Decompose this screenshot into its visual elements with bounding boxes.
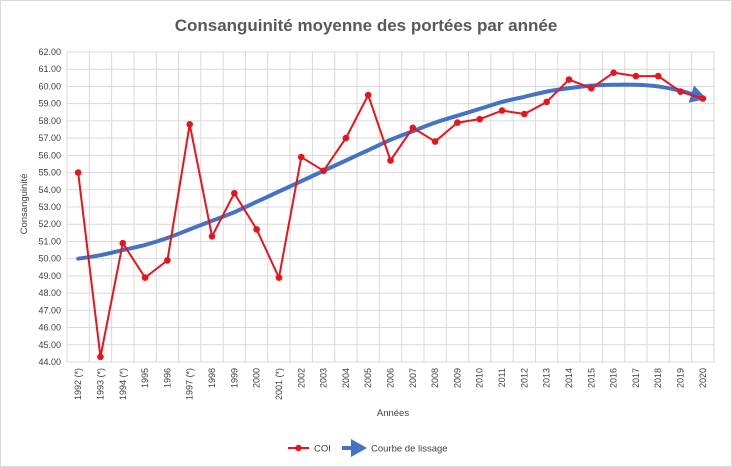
x-tick-label: 2020 <box>698 368 708 388</box>
coi-data-point <box>74 169 82 176</box>
x-axis-label: Années <box>377 408 409 419</box>
coi-data-point <box>164 257 171 264</box>
y-tick-label: 46.00 <box>38 323 61 333</box>
coi-data-point <box>654 72 662 80</box>
x-tick-label: 2006 <box>386 368 396 388</box>
y-tick-label: 48.00 <box>38 288 61 298</box>
coi-data-point <box>677 88 684 95</box>
coi-data-point <box>342 134 350 142</box>
coi-data-point <box>297 153 305 161</box>
x-tick-label: 1998 <box>207 368 217 388</box>
coi-data-point <box>320 167 327 175</box>
coi-data-point <box>231 189 238 197</box>
y-tick-label: 57.00 <box>38 133 61 143</box>
x-tick-label: 2019 <box>676 368 686 388</box>
coi-data-point <box>431 138 439 145</box>
y-tick-label: 47.00 <box>38 305 61 315</box>
y-tick-label: 45.00 <box>38 340 61 350</box>
x-tick-label: 1996 <box>162 368 172 388</box>
legend-coi-label: COI <box>314 444 331 455</box>
coi-data-point <box>119 239 127 247</box>
y-tick-label: 56.00 <box>38 150 61 160</box>
coi-data-point <box>632 72 640 80</box>
coi-data-point <box>610 69 617 76</box>
x-tick-label: 2015 <box>586 368 596 388</box>
x-tick-label: 2003 <box>319 368 329 388</box>
coi-data-point <box>521 110 528 118</box>
x-tick-label: 2011 <box>497 368 507 387</box>
y-tick-label: 60.00 <box>38 81 61 91</box>
x-tick-label: 2004 <box>341 368 351 388</box>
legend-coi-marker-icon <box>295 444 302 452</box>
x-tick-label: 1993 (*) <box>95 368 105 400</box>
x-tick-label: 2016 <box>609 368 619 388</box>
x-axis-ticks: 1992 (*) 1993 (*) 1994 (*) 1995 1996 1997 (*)… <box>73 368 708 400</box>
y-tick-label: 58.00 <box>38 116 61 126</box>
x-tick-label: 2009 <box>452 368 462 388</box>
y-tick-label: 55.00 <box>38 168 61 178</box>
coi-data-point <box>97 353 104 361</box>
y-tick-label: 49.00 <box>38 271 61 281</box>
legend-item-smoothing: Courbe de lissage <box>342 439 448 457</box>
x-tick-label: 2014 <box>564 368 574 388</box>
x-tick-label: 2012 <box>519 368 529 388</box>
legend: COI Courbe de lissage <box>288 439 448 457</box>
x-tick-label: 2002 <box>296 368 306 388</box>
x-tick-label: 2005 <box>363 368 373 388</box>
coi-data-point <box>454 119 461 126</box>
y-axis-label: Consanguinité <box>19 174 30 235</box>
x-tick-label: 2008 <box>430 368 440 388</box>
x-tick-label: 2010 <box>475 368 485 388</box>
x-tick-label: 1992 (*) <box>73 368 83 400</box>
coi-data-point <box>699 95 707 102</box>
coi-data-point <box>364 91 372 99</box>
coi-data-point <box>186 121 194 128</box>
series-layer <box>74 69 707 361</box>
coi-data-point <box>253 226 260 233</box>
coi-data-point <box>498 107 506 114</box>
legend-smoothing-label: Courbe de lissage <box>371 444 448 455</box>
coi-data-point <box>587 84 595 92</box>
x-tick-label: 1997 (*) <box>185 368 195 400</box>
y-tick-label: 44.00 <box>38 357 61 367</box>
y-tick-label: 52.00 <box>38 219 61 229</box>
y-tick-label: 50.00 <box>38 254 61 264</box>
x-tick-label: 1999 <box>229 368 239 388</box>
x-tick-label: 2000 <box>252 368 262 388</box>
coi-data-point <box>387 157 394 164</box>
y-tick-label: 61.00 <box>38 64 61 74</box>
y-tick-label: 53.00 <box>38 202 61 212</box>
y-tick-label: 51.00 <box>38 236 61 246</box>
coi-data-point <box>208 232 216 240</box>
chart-title: Consanguinité moyenne des portées par an… <box>175 16 558 35</box>
coi-series-line <box>77 71 704 358</box>
x-tick-label: 2018 <box>653 368 663 388</box>
x-tick-label: 2007 <box>408 368 418 388</box>
x-tick-label: 2001 (*) <box>274 368 284 400</box>
coi-data-point <box>543 98 550 106</box>
x-tick-label: 2017 <box>631 368 641 388</box>
coi-data-point <box>565 76 573 83</box>
gridlines <box>66 51 715 363</box>
smoothing-curve-line <box>76 82 705 261</box>
coi-data-point <box>476 115 484 123</box>
x-tick-label: 1995 <box>140 368 150 388</box>
coi-data-point <box>409 124 417 132</box>
legend-item-coi: COI <box>288 444 331 455</box>
legend-smoothing-arrow-icon <box>351 439 367 457</box>
coi-data-point <box>275 274 283 281</box>
y-tick-label: 54.00 <box>38 185 61 195</box>
coi-data-point <box>141 274 149 281</box>
y-axis-ticks: 44.00 45.00 46.00 47.00 48.00 49.00 50.00 51.00… <box>38 47 61 367</box>
x-tick-label: 2013 <box>542 368 552 388</box>
x-tick-label: 1994 (*) <box>118 368 128 400</box>
y-tick-label: 62.00 <box>38 47 61 57</box>
y-tick-label: 59.00 <box>38 99 61 109</box>
